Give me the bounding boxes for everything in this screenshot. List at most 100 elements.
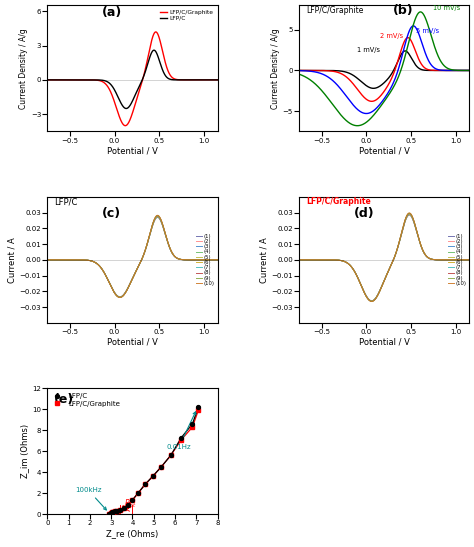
Text: 2 mV/s: 2 mV/s: [380, 33, 403, 39]
(10): [215, 257, 220, 263]
(5): [215, 257, 220, 263]
Line: (10): (10): [47, 216, 218, 298]
Line: (9): (9): [47, 216, 218, 298]
(4): [117, 294, 123, 300]
(1): [430, 256, 436, 263]
(9): [296, 257, 302, 263]
(9): [466, 257, 472, 263]
(4): [462, 257, 467, 263]
LFP/C: [179, 77, 184, 83]
LFP/C/Graphite: [150, 473, 155, 480]
(6): [374, 292, 380, 299]
LFP/C: [45, 77, 50, 83]
LFP/C/Graphite: [136, 490, 141, 496]
Text: $R_{ct}$: $R_{ct}$: [124, 498, 137, 510]
LFP/C/Graphite: [125, 502, 131, 509]
Y-axis label: Current / A: Current / A: [259, 237, 268, 283]
(4): [123, 289, 128, 295]
(9): [117, 294, 123, 301]
(3): [430, 256, 436, 263]
LFP/C: [190, 421, 195, 427]
(1): [155, 214, 160, 220]
(3): [215, 257, 220, 263]
Text: LFP/C/Graphite: LFP/C/Graphite: [306, 6, 364, 15]
(2): [430, 256, 436, 263]
LFP/C/Graphite: [168, 452, 173, 459]
(10): [466, 257, 472, 263]
LFP/C/Graphite: [114, 508, 120, 514]
(5): [179, 256, 184, 263]
(7): [128, 280, 133, 287]
LFP/C/Graphite: [128, 116, 133, 123]
(5): [462, 257, 467, 263]
(8): [407, 210, 412, 217]
(2): [407, 212, 412, 218]
(7): [53, 257, 59, 263]
(2): [155, 214, 160, 220]
Text: 5 mV/s: 5 mV/s: [416, 28, 438, 34]
(8): [123, 289, 128, 295]
Line: (6): (6): [47, 216, 218, 297]
Text: 10 mV/s: 10 mV/s: [433, 5, 461, 11]
(10): [374, 293, 380, 299]
(1): [466, 257, 472, 263]
(4): [155, 213, 160, 220]
LFP/C/Graphite: [142, 481, 148, 487]
Y-axis label: Current / A: Current / A: [8, 237, 17, 283]
Line: (1): (1): [47, 217, 218, 297]
(4): [296, 257, 302, 263]
(8): [155, 212, 160, 219]
(1): [210, 257, 216, 263]
Text: LFP/C: LFP/C: [54, 197, 78, 206]
LFP/C/Graphite: [158, 464, 164, 470]
(2): [45, 257, 50, 263]
LFP/C: [128, 102, 133, 108]
(4): [374, 292, 380, 299]
(5): [45, 257, 50, 263]
(3): [462, 257, 467, 263]
LFP/C/Graphite: [45, 77, 50, 83]
LFP/C: [158, 464, 164, 470]
(1): [305, 257, 310, 263]
(3): [462, 257, 467, 263]
LFP/C/Graphite: [210, 77, 216, 83]
(1): [179, 256, 184, 263]
LFP/C: [109, 510, 114, 516]
(9): [462, 257, 467, 263]
(3): [379, 282, 385, 289]
LFP/C: [125, 502, 131, 509]
(9): [215, 257, 220, 263]
Line: (10): (10): [299, 213, 469, 301]
Text: 100kHz: 100kHz: [75, 487, 106, 510]
Y-axis label: Current Density / A/g: Current Density / A/g: [271, 28, 280, 109]
(10): [462, 257, 467, 263]
(8): [430, 256, 436, 263]
Text: (d): (d): [354, 207, 374, 220]
X-axis label: Potential / V: Potential / V: [359, 338, 410, 347]
(6): [179, 256, 184, 263]
(3): [155, 214, 160, 220]
(10): [305, 257, 310, 263]
(6): [45, 257, 50, 263]
LFP/C: [195, 404, 201, 410]
(7): [430, 256, 436, 263]
(2): [53, 257, 59, 263]
(6): [128, 280, 133, 287]
(3): [128, 280, 133, 287]
(8): [210, 257, 216, 263]
(9): [155, 212, 160, 219]
(3): [210, 257, 216, 263]
LFP/C: [123, 105, 129, 112]
(6): [462, 257, 467, 263]
Legend: (1), (2), (3), (4), (5), (6), (7), (8), (9), (10): (1), (2), (3), (4), (5), (6), (7), (8), …: [196, 233, 215, 287]
(6): [407, 211, 412, 217]
(8): [179, 256, 184, 263]
(8): [210, 257, 216, 263]
(8): [45, 257, 50, 263]
(1): [407, 212, 412, 218]
(6): [117, 294, 123, 300]
LFP/C: [117, 507, 123, 514]
(6): [430, 256, 436, 263]
(3): [374, 292, 380, 299]
(5): [374, 292, 380, 299]
